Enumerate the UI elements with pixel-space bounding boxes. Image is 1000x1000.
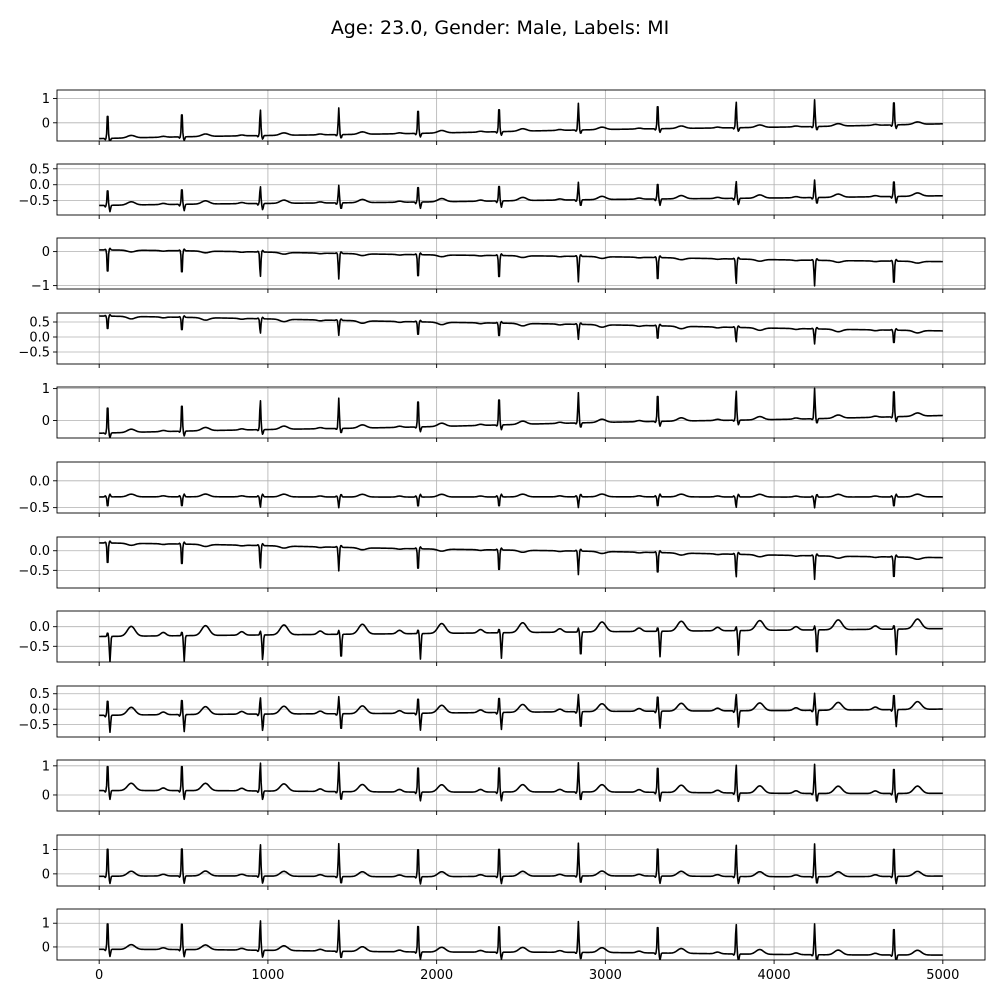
lead-panel-12: 0 1 0 1000 2000 3000 4000 5000 [42, 908, 986, 983]
y-tick-label: −0.5 [18, 564, 50, 579]
y-tick-label: −0.5 [18, 501, 50, 516]
y-tick-label: 0.0 [29, 544, 50, 559]
lead-panel-8: −0.5 0.0 [18, 610, 986, 666]
x-tick-label: 3000 [589, 968, 622, 983]
x-tick-label: 1000 [251, 968, 284, 983]
x-tick-label: 5000 [926, 968, 959, 983]
lead-panel-6: −0.5 0.0 [18, 461, 986, 517]
y-tick-label: 0.0 [29, 474, 50, 489]
ecg-trace-10 [99, 761, 943, 803]
axes-frame [56, 237, 986, 290]
ecg-trace-3 [99, 247, 943, 287]
y-tick-label: −0.5 [18, 640, 50, 655]
y-tick-label: 1 [42, 382, 50, 397]
axes-frame [56, 89, 986, 142]
axes-frame [56, 685, 986, 738]
y-tick-label: 0 [42, 414, 50, 429]
y-tick-label: 1 [42, 843, 50, 858]
y-tick-label: 0.0 [29, 178, 50, 193]
y-tick-label: 0.0 [29, 703, 50, 718]
lead-panel-1: 01 [42, 89, 986, 145]
y-tick-label: 0.5 [29, 162, 50, 177]
y-tick-label: 0 [42, 245, 50, 260]
axes-frame [56, 908, 986, 961]
axes-frame [56, 461, 986, 514]
axes-frame [56, 536, 986, 589]
axes-frame [56, 312, 986, 365]
lead-panel-7: −0.5 0.0 [18, 536, 986, 592]
y-tick-label: −1 [31, 279, 50, 294]
lead-panel-4: −0.50.00.5 [18, 312, 986, 368]
x-tick-label: 0 [95, 968, 103, 983]
ecg-trace-11 [99, 842, 943, 885]
y-tick-label: 1 [42, 917, 50, 932]
ecg-trace-1 [99, 99, 943, 141]
lead-panel-9: −0.50.00.5 [18, 685, 986, 741]
figure-title: Age: 23.0, Gender: Male, Labels: MI [330, 17, 670, 39]
y-tick-label: −0.5 [18, 346, 50, 361]
axes-frame [56, 759, 986, 812]
axes-frame [56, 386, 986, 439]
ecg-trace-2 [99, 179, 943, 213]
y-tick-label: 0 [42, 788, 50, 803]
ecg-trace-4 [99, 313, 943, 345]
y-tick-label: 0.5 [29, 687, 50, 702]
y-tick-label: 0 [42, 867, 50, 882]
lead-panel-3: −1 0 [31, 237, 986, 294]
lead-panel-2: −0.50.00.5 [18, 162, 986, 219]
ecg-trace-5 [99, 387, 943, 438]
lead-panel-11: 01 [42, 834, 986, 890]
y-tick-label: 1 [42, 92, 50, 107]
y-tick-label: 0 [42, 940, 50, 955]
x-tick-label: 2000 [420, 968, 453, 983]
x-tick-label: 4000 [758, 968, 791, 983]
ecg-trace-12 [99, 919, 943, 960]
y-tick-label: −0.5 [18, 194, 50, 209]
y-tick-label: 0.0 [29, 620, 50, 635]
lead-panel-10: 01 [42, 759, 986, 815]
axes-frame [56, 834, 986, 887]
ecg-trace-7 [99, 540, 943, 581]
y-tick-label: 1 [42, 759, 50, 774]
ecg-trace-9 [99, 692, 943, 734]
y-tick-label: −0.5 [18, 718, 50, 733]
ecg-trace-6 [99, 493, 943, 509]
axes-frame [56, 163, 986, 216]
lead-panel-5: 01 [42, 382, 986, 442]
axes-frame [56, 610, 986, 663]
ecg-trace-8 [99, 618, 943, 662]
y-tick-label: 0.5 [29, 316, 50, 331]
y-tick-label: 0 [42, 116, 50, 131]
y-tick-label: 0.0 [29, 331, 50, 346]
